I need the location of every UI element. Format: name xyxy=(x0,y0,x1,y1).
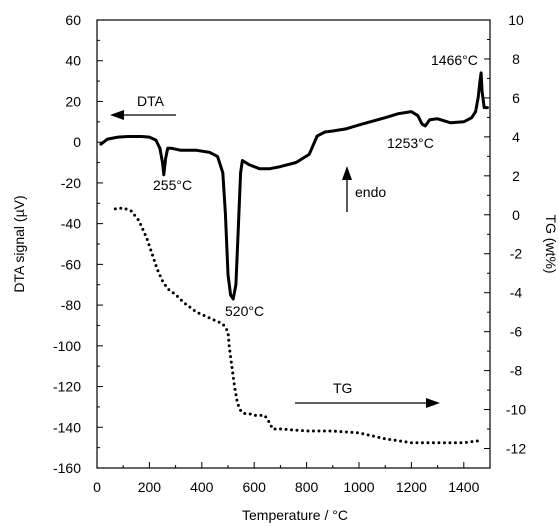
y-right-tick-label: -2 xyxy=(510,246,523,262)
y-left-tick-label: 20 xyxy=(65,93,81,109)
y-left-tick-label: -100 xyxy=(53,338,81,354)
annotation-1253: 1253°C xyxy=(387,135,434,151)
series-line-tg xyxy=(113,206,481,445)
y-left-tick-label: 40 xyxy=(65,53,81,69)
y-left-tick-label: -80 xyxy=(61,297,81,313)
y-right-tick-label: 0 xyxy=(512,207,520,223)
annotation-255: 255°C xyxy=(153,177,192,193)
x-tick-label: 200 xyxy=(138,479,162,495)
y-right-tick-label: 6 xyxy=(512,90,520,106)
y-axis-right: 10 8 6 4 2 0 -2 -4 -6 -8 -10 -12 xyxy=(484,12,526,469)
dta-direction-arrow xyxy=(110,110,176,120)
legend-label-tg: TG xyxy=(333,380,352,396)
x-tick-label: 800 xyxy=(295,479,319,495)
x-tick-label: 600 xyxy=(243,479,267,495)
y-right-tick-label: -10 xyxy=(506,402,526,418)
y-right-tick-label: 4 xyxy=(512,129,520,145)
endo-arrow xyxy=(342,166,352,212)
annotation-520: 520°C xyxy=(225,303,264,319)
y-right-tick-label: -8 xyxy=(510,363,523,379)
y-axis-left-title: DTA signal (µV) xyxy=(11,195,27,292)
y-left-tick-label: -40 xyxy=(61,216,81,232)
x-axis: 0 200 400 600 800 1000 1200 1400 xyxy=(93,462,480,495)
y-left-tick-label: -140 xyxy=(53,419,81,435)
y-right-tick-label: 8 xyxy=(512,51,520,67)
y-axis-left: 60 40 20 0 -20 -40 -60 -80 -100 -120 -140 -160 xyxy=(53,12,103,476)
tg-direction-arrow xyxy=(295,398,440,408)
x-tick-label: 400 xyxy=(190,479,214,495)
y-right-tick-label: 2 xyxy=(512,168,520,184)
y-axis-right-title: TG (wt%) xyxy=(543,214,558,273)
y-right-tick-label: -6 xyxy=(510,324,523,340)
y-right-tick-label: -12 xyxy=(506,441,526,457)
endo-label: endo xyxy=(355,184,386,200)
y-left-tick-label: -120 xyxy=(53,379,81,395)
series-line-dta xyxy=(99,71,489,301)
x-axis-title: Temperature / °C xyxy=(242,507,348,523)
annotations: 255°C 520°C 1253°C 1466°C DTA TG endo xyxy=(110,52,478,408)
x-tick-label: 1200 xyxy=(396,479,427,495)
y-right-tick-label: -4 xyxy=(510,285,523,301)
series-group xyxy=(99,71,489,445)
y-left-tick-label: 60 xyxy=(65,12,81,28)
y-left-tick-label: 0 xyxy=(73,134,81,150)
y-left-tick-label: -160 xyxy=(53,460,81,476)
y-right-tick-label: 10 xyxy=(508,12,524,28)
y-left-tick-label: -60 xyxy=(61,256,81,272)
legend-label-dta: DTA xyxy=(137,93,165,109)
x-tick-label: 1400 xyxy=(448,479,479,495)
x-tick-label: 1000 xyxy=(343,479,374,495)
x-tick-label: 0 xyxy=(93,479,101,495)
annotation-1466: 1466°C xyxy=(431,52,478,68)
y-left-tick-label: -20 xyxy=(61,175,81,191)
